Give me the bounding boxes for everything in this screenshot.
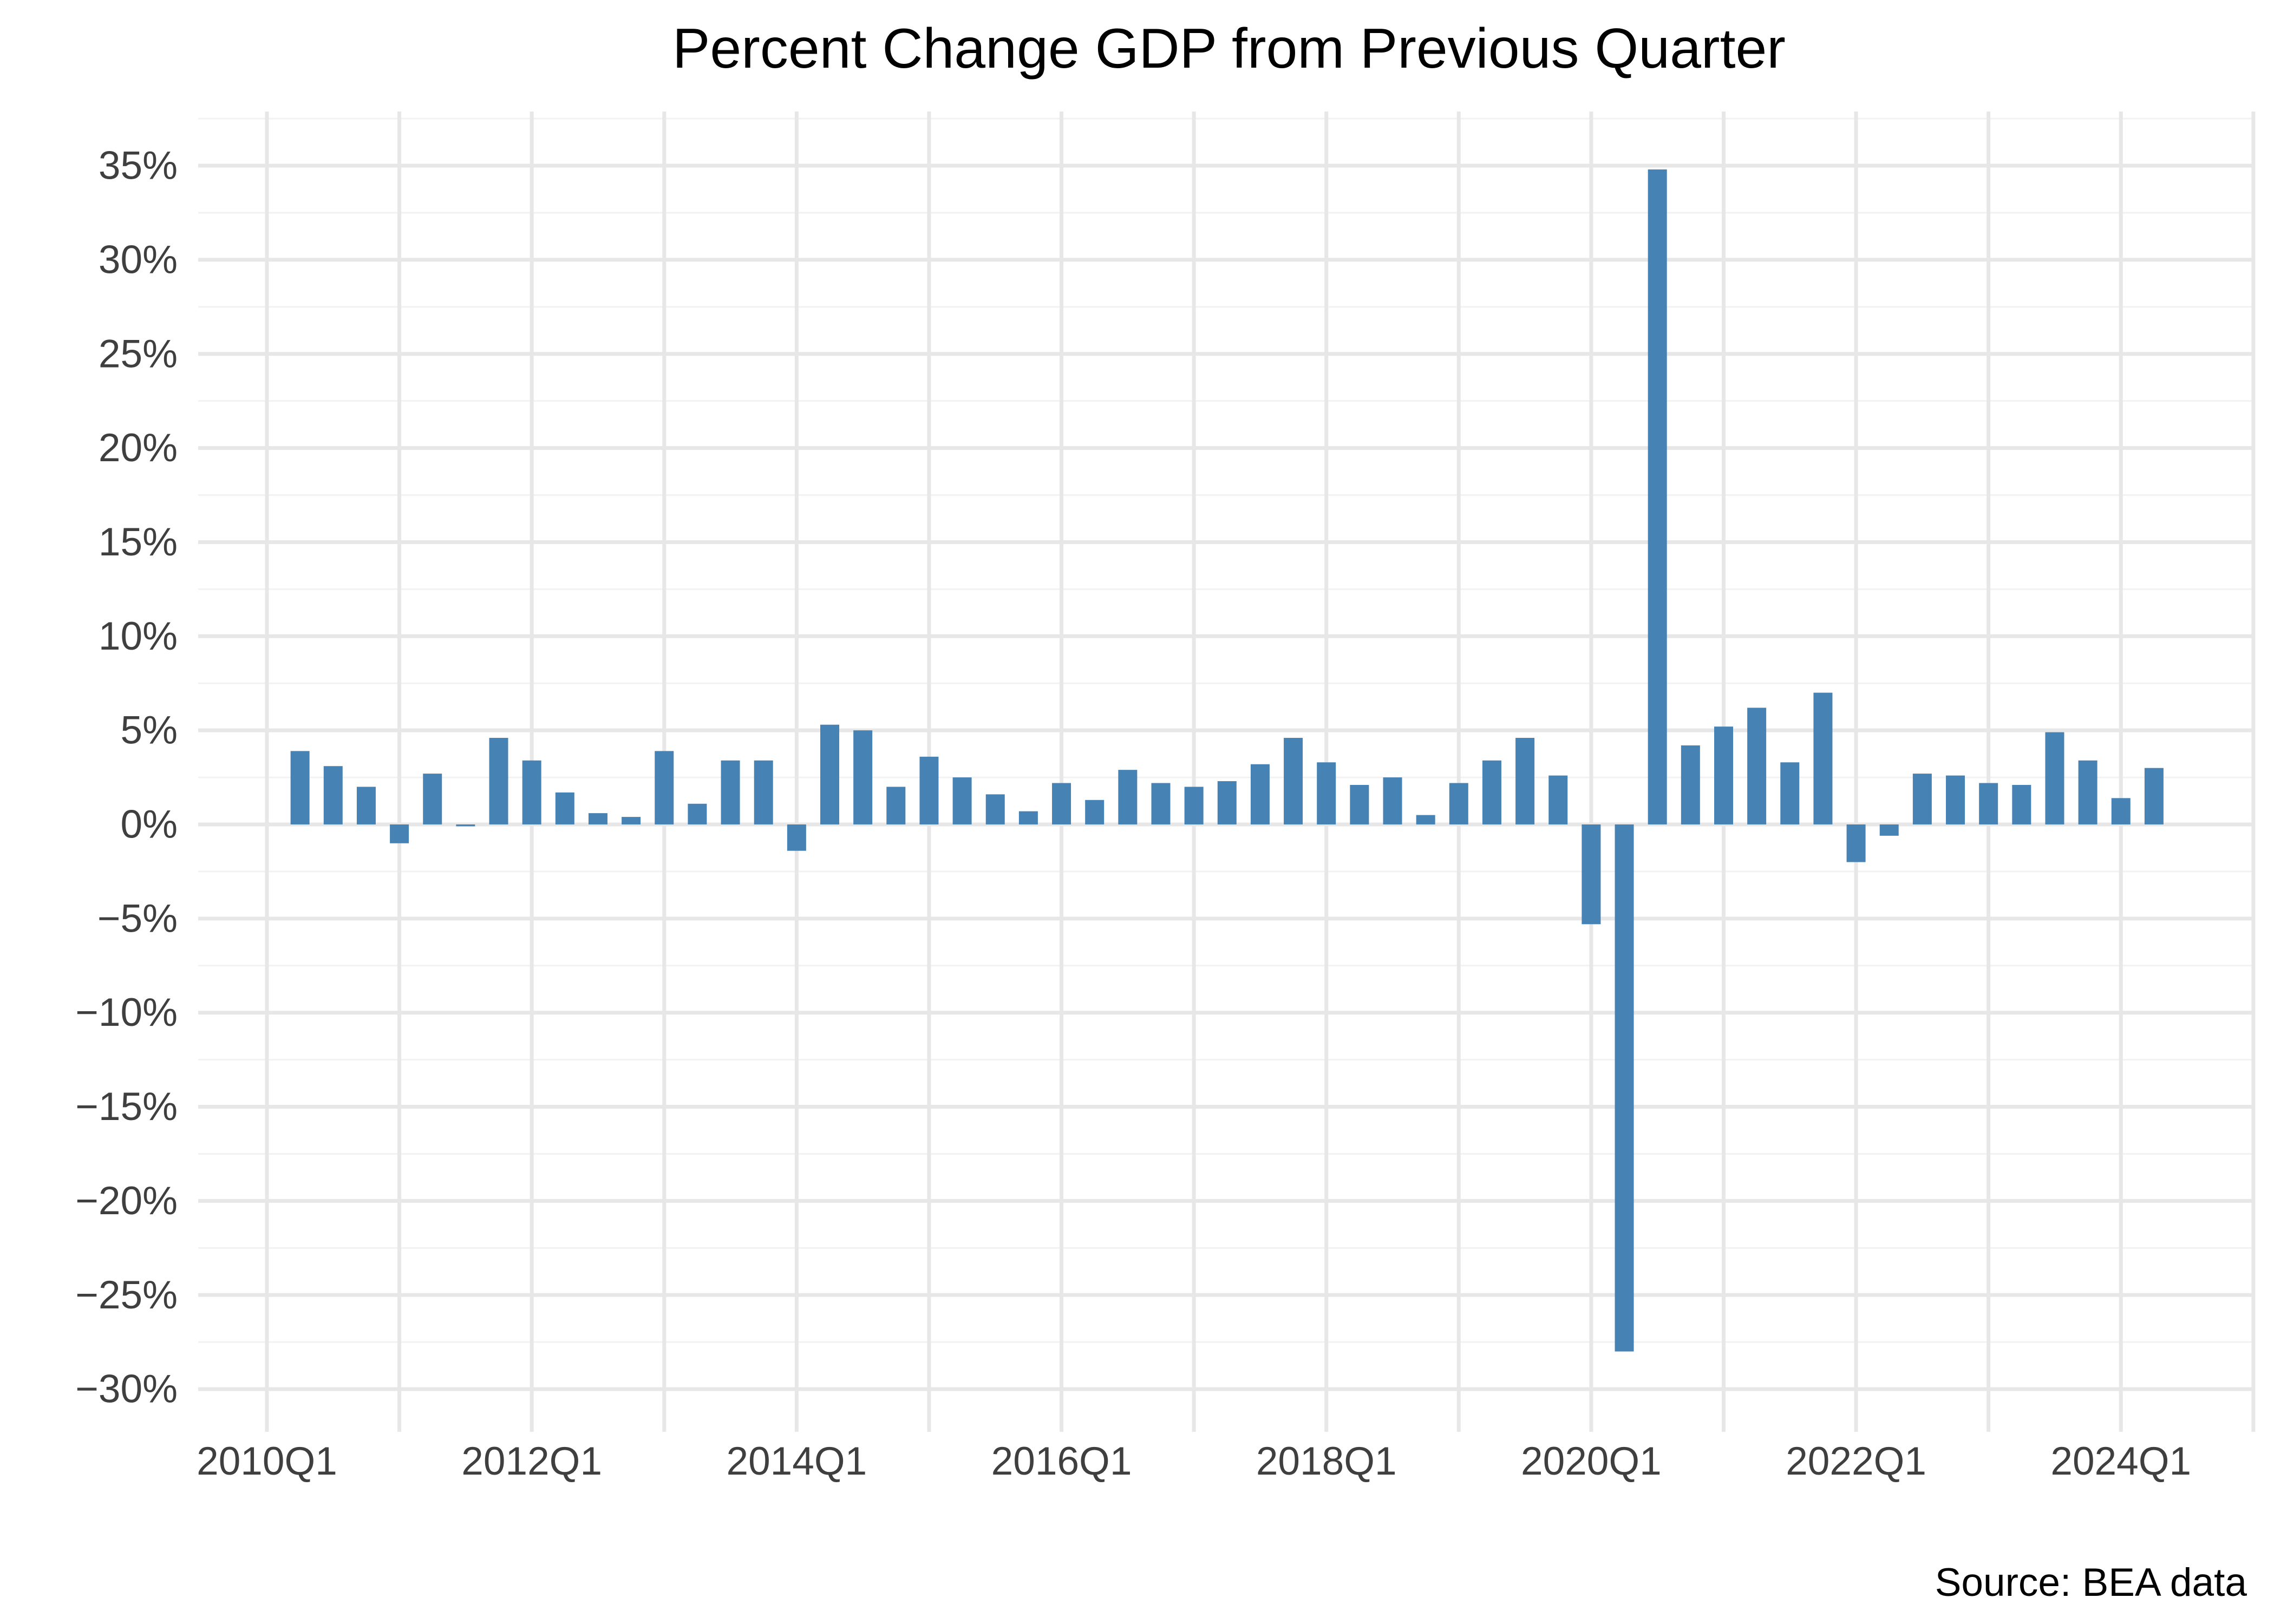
bar-2014Q2 — [820, 724, 840, 824]
bar-2016Q2 — [1085, 800, 1105, 824]
bar-2022Q2 — [1879, 824, 1899, 836]
bar-2015Q3 — [985, 794, 1005, 824]
bar-2023Q1 — [1979, 783, 1998, 824]
bar-2016Q3 — [1118, 770, 1138, 824]
bar-2011Q2 — [423, 774, 442, 824]
y-axis-tick-label: 30% — [99, 238, 178, 281]
bar-2014Q1 — [787, 824, 806, 851]
bar-2023Q3 — [2045, 732, 2064, 824]
bar-2019Q3 — [1515, 738, 1535, 824]
bar-2012Q2 — [555, 792, 574, 824]
bar-2018Q3 — [1383, 777, 1402, 824]
bar-2015Q2 — [952, 777, 972, 824]
y-axis-tick-label: −10% — [75, 991, 178, 1034]
bar-2017Q2 — [1217, 781, 1237, 824]
bar-2022Q3 — [1912, 774, 1932, 824]
x-axis-tick-label: 2024Q1 — [2050, 1439, 2191, 1483]
bar-2021Q4 — [1813, 692, 1833, 824]
y-axis-tick-label: −20% — [75, 1179, 178, 1223]
x-axis-tick-label: 2018Q1 — [1256, 1439, 1397, 1483]
y-axis-tick-label: 15% — [99, 520, 178, 564]
bar-2015Q4 — [1018, 811, 1038, 824]
source-note: Source: BEA data — [1935, 1561, 2247, 1605]
bar-2016Q4 — [1151, 783, 1171, 824]
bar-2012Q3 — [588, 813, 607, 824]
bar-2018Q1 — [1317, 762, 1336, 824]
y-axis-tick-label: 10% — [99, 614, 178, 658]
bar-2023Q4 — [2078, 760, 2097, 824]
y-axis-tick-label: −15% — [75, 1085, 178, 1129]
bar-2019Q1 — [1449, 783, 1468, 824]
bar-2010Q3 — [323, 766, 343, 824]
bar-2012Q1 — [522, 760, 541, 824]
bar-2024Q1 — [2111, 798, 2131, 824]
bar-2014Q3 — [853, 730, 873, 824]
bar-2024Q2 — [2144, 768, 2164, 824]
bar-2022Q4 — [1946, 775, 1965, 824]
x-axis-tick-label: 2010Q1 — [197, 1439, 337, 1483]
bar-2019Q4 — [1548, 775, 1568, 824]
bar-2010Q4 — [356, 787, 376, 824]
bar-2022Q1 — [1846, 824, 1866, 862]
bar-2016Q1 — [1052, 783, 1071, 824]
y-axis-tick-label: 20% — [99, 426, 178, 470]
bar-2021Q2 — [1747, 708, 1767, 824]
bar-2013Q2 — [688, 803, 707, 824]
bar-2017Q4 — [1284, 738, 1303, 824]
bar-2015Q1 — [919, 756, 939, 824]
bar-2011Q4 — [489, 738, 508, 824]
bar-2011Q3 — [456, 824, 475, 827]
bar-2023Q2 — [2012, 784, 2031, 824]
bar-2010Q2 — [290, 751, 310, 824]
bar-2014Q4 — [886, 787, 906, 824]
x-axis-tick-label: 2022Q1 — [1786, 1439, 1926, 1483]
y-axis-tick-label: −25% — [75, 1273, 178, 1317]
x-axis-tick-label: 2014Q1 — [726, 1439, 867, 1483]
bar-2019Q2 — [1482, 760, 1501, 824]
y-axis-tick-label: 25% — [99, 332, 178, 376]
x-axis-tick-label: 2012Q1 — [461, 1439, 602, 1483]
bar-2013Q3 — [721, 760, 740, 824]
bar-2018Q4 — [1416, 815, 1435, 824]
bar-2013Q1 — [655, 751, 674, 824]
y-axis-tick-label: 5% — [120, 709, 178, 752]
bar-2020Q2 — [1615, 824, 1634, 1352]
bar-2021Q1 — [1714, 726, 1733, 824]
bar-2017Q3 — [1250, 764, 1270, 824]
x-axis-tick-label: 2020Q1 — [1521, 1439, 1662, 1483]
chart-title: Percent Change GDP from Previous Quarter — [672, 17, 1786, 80]
bar-2017Q1 — [1184, 787, 1204, 824]
y-axis-tick-label: 0% — [120, 803, 178, 847]
x-axis-tick-label: 2016Q1 — [991, 1439, 1132, 1483]
y-axis-tick-label: −30% — [75, 1367, 178, 1411]
y-axis-tick-label: −5% — [97, 896, 178, 940]
bar-2018Q2 — [1350, 784, 1369, 824]
bar-2013Q4 — [754, 760, 773, 824]
bar-2021Q3 — [1780, 762, 1800, 824]
bar-2020Q4 — [1681, 745, 1700, 824]
bar-2020Q3 — [1648, 169, 1667, 824]
bar-2012Q4 — [622, 817, 641, 824]
bar-2020Q1 — [1582, 824, 1601, 925]
y-axis-tick-label: 35% — [99, 144, 178, 188]
bar-2011Q1 — [390, 824, 409, 843]
